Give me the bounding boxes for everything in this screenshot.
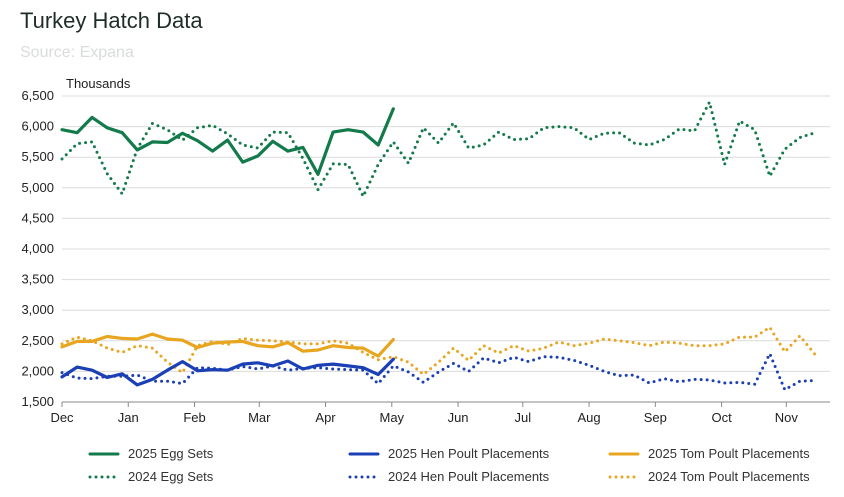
legend-swatch — [348, 452, 380, 455]
y-tick-label: 6,000 — [21, 119, 54, 134]
x-tick-label: Nov — [775, 410, 799, 425]
chart-source: Source: Expana — [20, 44, 134, 61]
series-line-2024-hen-poult-placements — [60, 352, 817, 392]
y-tick-label: 6,500 — [21, 88, 54, 103]
legend-item: 2024 Egg Sets — [88, 469, 213, 484]
chart-title: Turkey Hatch Data — [20, 8, 203, 33]
y-tick-label: 5,000 — [21, 180, 54, 195]
series-line-2025-egg-sets — [60, 107, 395, 176]
legend-swatch — [88, 452, 120, 455]
x-tick-label: Apr — [315, 410, 336, 425]
legend-label: 2025 Egg Sets — [128, 446, 214, 461]
y-tick-label: 1,500 — [21, 394, 54, 409]
line-chart: Thousands 1,500 2,000 2,500 3,000 3,500 4,000 4… — [21, 76, 830, 425]
x-tick-label: Mar — [248, 410, 271, 425]
series-line-2025-hen-poult-placements — [60, 357, 395, 387]
y-tick-label: 4,500 — [21, 210, 54, 225]
y-tick-label: 2,500 — [21, 333, 54, 348]
legend-swatch — [348, 475, 380, 478]
series-line-2024-egg-sets — [60, 100, 817, 198]
legend-item: 2025 Hen Poult Placements — [348, 446, 549, 461]
x-tick-label: Oct — [711, 410, 732, 425]
legend-swatch — [608, 475, 640, 478]
legend-label: 2024 Hen Poult Placements — [388, 469, 550, 484]
y-tick-label: 4,000 — [21, 241, 54, 256]
chart-legend: 2025 Egg Sets 2025 Hen Poult Placements 20… — [0, 440, 844, 490]
y-tick-label: 5,500 — [21, 149, 54, 164]
x-tick-label: Aug — [577, 410, 600, 425]
x-tick-label: Sep — [644, 410, 667, 425]
x-tick-label: Jan — [118, 410, 139, 425]
legend-swatch — [608, 452, 640, 455]
legend-label: 2024 Egg Sets — [128, 469, 214, 484]
series-line-2025-tom-poult-placements — [60, 332, 395, 358]
legend-label: 2024 Tom Poult Placements — [648, 469, 810, 484]
y-tick-label: 3,500 — [21, 272, 54, 287]
legend-label: 2025 Tom Poult Placements — [648, 446, 810, 461]
legend-swatch — [88, 475, 120, 478]
x-tick-label: Feb — [183, 410, 205, 425]
x-tick-label: Jun — [448, 410, 469, 425]
legend-item: 2025 Tom Poult Placements — [608, 446, 810, 461]
legend-item: 2024 Tom Poult Placements — [608, 469, 810, 484]
y-axis-label: Thousands — [66, 76, 131, 91]
y-tick-label: 2,000 — [21, 363, 54, 378]
x-tick-label: May — [380, 410, 405, 425]
x-tick-label: Dec — [50, 410, 74, 425]
x-tick-label: Jul — [514, 410, 531, 425]
legend-item: 2024 Hen Poult Placements — [348, 469, 549, 484]
y-tick-label: 3,000 — [21, 302, 54, 317]
legend-item: 2025 Egg Sets — [88, 446, 213, 461]
legend-label: 2025 Hen Poult Placements — [388, 446, 550, 461]
